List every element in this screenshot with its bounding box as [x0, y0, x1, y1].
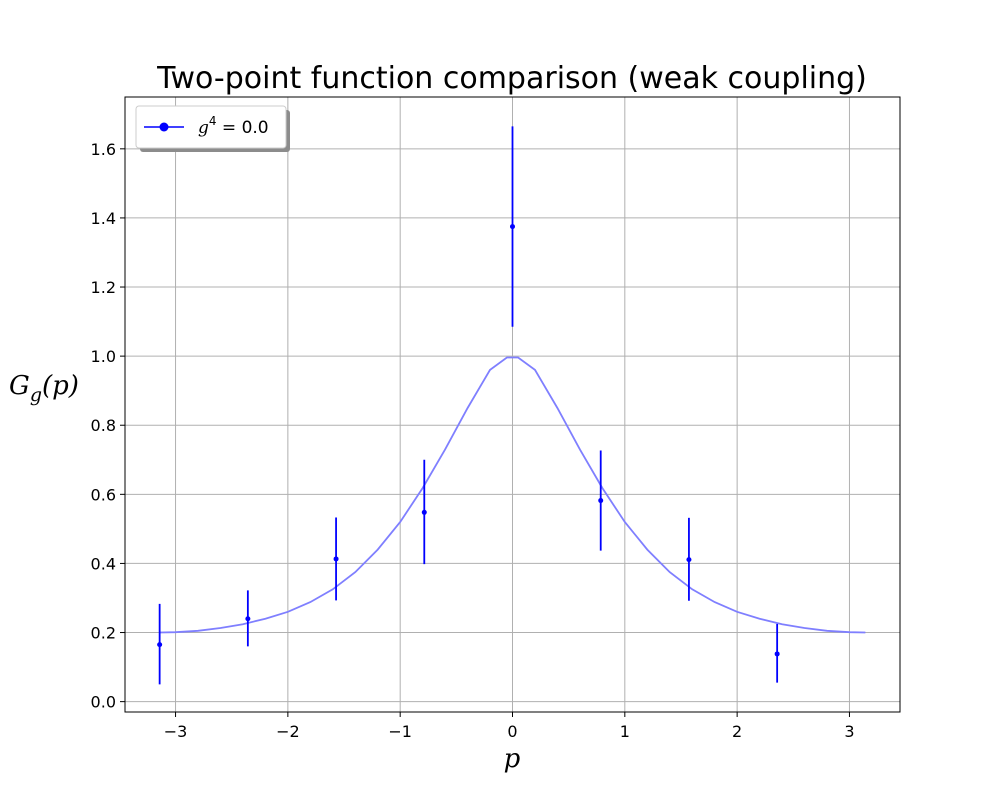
model-curve	[159, 356, 866, 634]
legend-label-base: g	[198, 118, 209, 138]
data-point	[157, 642, 163, 648]
x-tick-label: 3	[844, 722, 854, 741]
y-tick-label: 1.4	[91, 209, 116, 228]
x-tick-label: 1	[620, 722, 630, 741]
y-tick-label: 1.6	[91, 140, 116, 159]
y-tick-label: 1.2	[91, 278, 116, 297]
data-point	[245, 616, 251, 622]
y-tick-label: 0.0	[91, 693, 116, 712]
y-axis-label: Gg(p)	[9, 371, 79, 406]
data-point	[598, 498, 604, 504]
model-curve-layer	[159, 356, 866, 634]
data-point	[421, 509, 427, 515]
axis-ticks: −3 −2 −1 0 1 2 3 0.0 0.2 0.4 0.6 0.8 1.0 1.2 1.4 1.6	[91, 140, 855, 741]
y-tick-label: 1.0	[91, 347, 116, 366]
chart-title: Two-point function comparison (weak coup…	[156, 61, 867, 96]
legend-label-sup: 4	[209, 114, 217, 128]
x-tick-label: −2	[276, 722, 300, 741]
data-point	[686, 557, 692, 563]
x-axis-label: p	[504, 744, 521, 774]
legend-label: g4 = 0.0	[198, 114, 269, 138]
y-axis-label-main: G	[9, 371, 30, 401]
legend-label-rest: = 0.0	[217, 118, 269, 138]
legend-box	[135, 105, 287, 149]
y-axis-label-sub: g	[30, 384, 42, 406]
y-tick-label: 0.8	[91, 416, 116, 435]
data-point	[333, 556, 339, 562]
x-tick-label: 2	[732, 722, 742, 741]
x-tick-label: −1	[388, 722, 412, 741]
legend: g4 = 0.0	[135, 105, 290, 152]
y-axis-label-tail: (p)	[42, 371, 79, 401]
legend-marker-icon	[159, 122, 169, 132]
x-tick-label: −3	[164, 722, 188, 741]
data-points-layer	[157, 126, 780, 685]
data-point	[774, 651, 780, 657]
y-tick-label: 0.4	[91, 554, 116, 573]
y-tick-label: 0.6	[91, 485, 116, 504]
data-point	[510, 224, 515, 230]
x-tick-label: 0	[507, 722, 517, 741]
y-tick-label: 0.2	[91, 624, 116, 643]
